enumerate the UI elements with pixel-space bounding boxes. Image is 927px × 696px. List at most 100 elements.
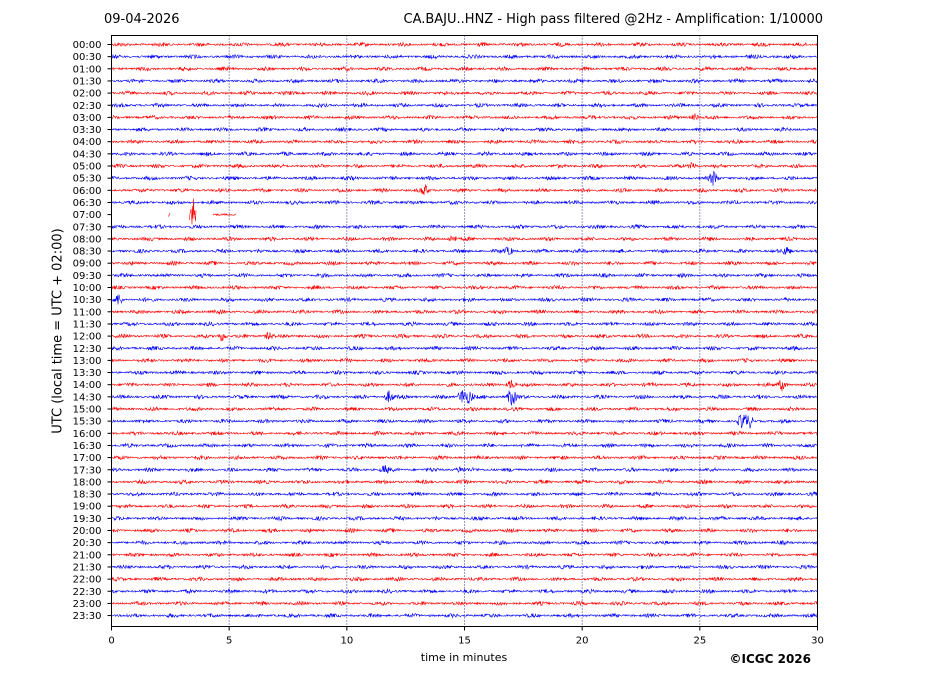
y-tick-label: 06:00 — [73, 186, 102, 197]
trace-0300 — [111, 113, 818, 121]
trace-0800 — [111, 235, 818, 242]
y-tick-label: 22:30 — [73, 587, 102, 598]
y-tick-label: 14:00 — [73, 380, 102, 391]
trace-0900 — [111, 260, 818, 267]
y-tick-label: 23:30 — [73, 611, 102, 622]
y-tick-label: 11:00 — [73, 307, 102, 318]
trace-0400 — [111, 138, 818, 145]
y-tick-label: 09:00 — [73, 259, 102, 270]
y-tick-label: 01:30 — [73, 76, 102, 87]
y-tick-label: 16:30 — [73, 441, 102, 452]
trace-0600 — [111, 184, 818, 196]
y-tick-label: 02:30 — [73, 101, 102, 112]
trace-0630 — [111, 199, 818, 206]
y-axis-label: UTC (local time = UTC + 02:00) — [50, 228, 66, 434]
y-tick-label: 13:30 — [73, 368, 102, 379]
trace-0730 — [111, 223, 818, 230]
y-tick-label: 19:30 — [73, 514, 102, 525]
x-tick-label: 25 — [693, 636, 706, 647]
x-tick-label: 15 — [458, 636, 471, 647]
copyright-label: ©ICGC 2026 — [729, 652, 811, 666]
trace-1200 — [111, 331, 818, 342]
y-tick-label: 10:30 — [73, 295, 102, 306]
plot-frame — [111, 35, 818, 627]
chart-title: CA.BAJU..HNZ - High pass filtered @2Hz -… — [403, 12, 824, 27]
y-tick-label: 11:30 — [73, 319, 102, 330]
y-tick-label: 06:30 — [73, 198, 102, 209]
trace-2330 — [111, 612, 818, 619]
trace-1900 — [111, 503, 818, 510]
y-tick-label: 00:00 — [73, 40, 102, 51]
y-tick-label: 00:30 — [73, 52, 102, 63]
y-tick-label: 17:00 — [73, 453, 102, 464]
trace-0930 — [111, 272, 818, 279]
trace-0200 — [111, 89, 818, 96]
trace-2130 — [112, 563, 818, 570]
trace-0330 — [111, 126, 818, 133]
trace-1000 — [111, 284, 818, 291]
y-tick-label: 14:30 — [73, 392, 102, 403]
trace-2100 — [111, 551, 818, 558]
trace-1330 — [111, 369, 818, 376]
y-tick-label: 02:00 — [73, 89, 102, 100]
y-tick-label: 19:00 — [73, 502, 102, 513]
trace-0430 — [111, 150, 818, 157]
x-tick-label: 5 — [226, 636, 232, 647]
y-tick-label: 23:00 — [73, 599, 102, 610]
trace-0700 — [167, 198, 237, 225]
trace-0030 — [111, 53, 817, 60]
x-tick-label: 10 — [340, 636, 353, 647]
y-tick-label: 20:00 — [73, 526, 102, 537]
y-tick-label: 12:30 — [73, 344, 102, 355]
trace-2030 — [111, 539, 818, 546]
trace-1600 — [111, 430, 818, 437]
trace-2200 — [111, 576, 818, 583]
y-tick-label: 04:30 — [73, 149, 102, 160]
trace-2230 — [111, 588, 818, 595]
trace-1630 — [111, 442, 817, 449]
y-tick-label: 13:00 — [73, 356, 102, 367]
y-tick-label: 03:00 — [73, 113, 102, 124]
y-tick-label: 18:30 — [73, 490, 102, 501]
trace-1700 — [111, 454, 818, 461]
trace-1030 — [111, 294, 818, 305]
trace-0230 — [111, 102, 818, 109]
y-tick-label: 18:00 — [73, 477, 102, 488]
trace-lines — [111, 41, 818, 619]
trace-0500 — [111, 162, 818, 170]
y-tick-label: 07:30 — [73, 222, 102, 233]
x-tick-label: 0 — [108, 636, 114, 647]
trace-0000 — [111, 41, 818, 48]
trace-1930 — [111, 515, 818, 522]
y-tick-label: 20:30 — [73, 538, 102, 549]
trace-1300 — [111, 357, 818, 364]
trace-1500 — [111, 406, 818, 412]
y-tick-label: 22:00 — [73, 575, 102, 586]
trace-1430 — [111, 390, 818, 406]
y-tick-label: 08:00 — [73, 234, 102, 245]
y-tick-label: 12:00 — [73, 332, 102, 343]
trace-1230 — [111, 345, 818, 352]
grid-lines — [228, 35, 701, 627]
y-tick-label: 15:00 — [73, 405, 102, 416]
y-tick-label: 21:00 — [73, 550, 102, 561]
y-tick-label: 08:30 — [73, 247, 102, 258]
y-tick-label: 01:00 — [73, 64, 102, 75]
trace-1730 — [111, 465, 818, 474]
y-tick-label: 09:30 — [73, 271, 102, 282]
x-tick-label: 30 — [811, 636, 824, 647]
y-tick-label: 10:00 — [73, 283, 102, 294]
trace-1530 — [111, 414, 818, 430]
y-tick-label: 17:30 — [73, 465, 102, 476]
trace-1800 — [111, 478, 818, 485]
trace-0130 — [111, 77, 818, 84]
trace-1830 — [111, 490, 818, 498]
date-label: 09-04-2026 — [104, 12, 180, 27]
trace-0100 — [111, 65, 818, 72]
trace-2300 — [112, 600, 818, 607]
x-ticks: 0 5 10 15 20 25 30 — [108, 626, 824, 647]
y-tick-label: 21:30 — [73, 562, 102, 573]
trace-1100 — [111, 308, 818, 315]
